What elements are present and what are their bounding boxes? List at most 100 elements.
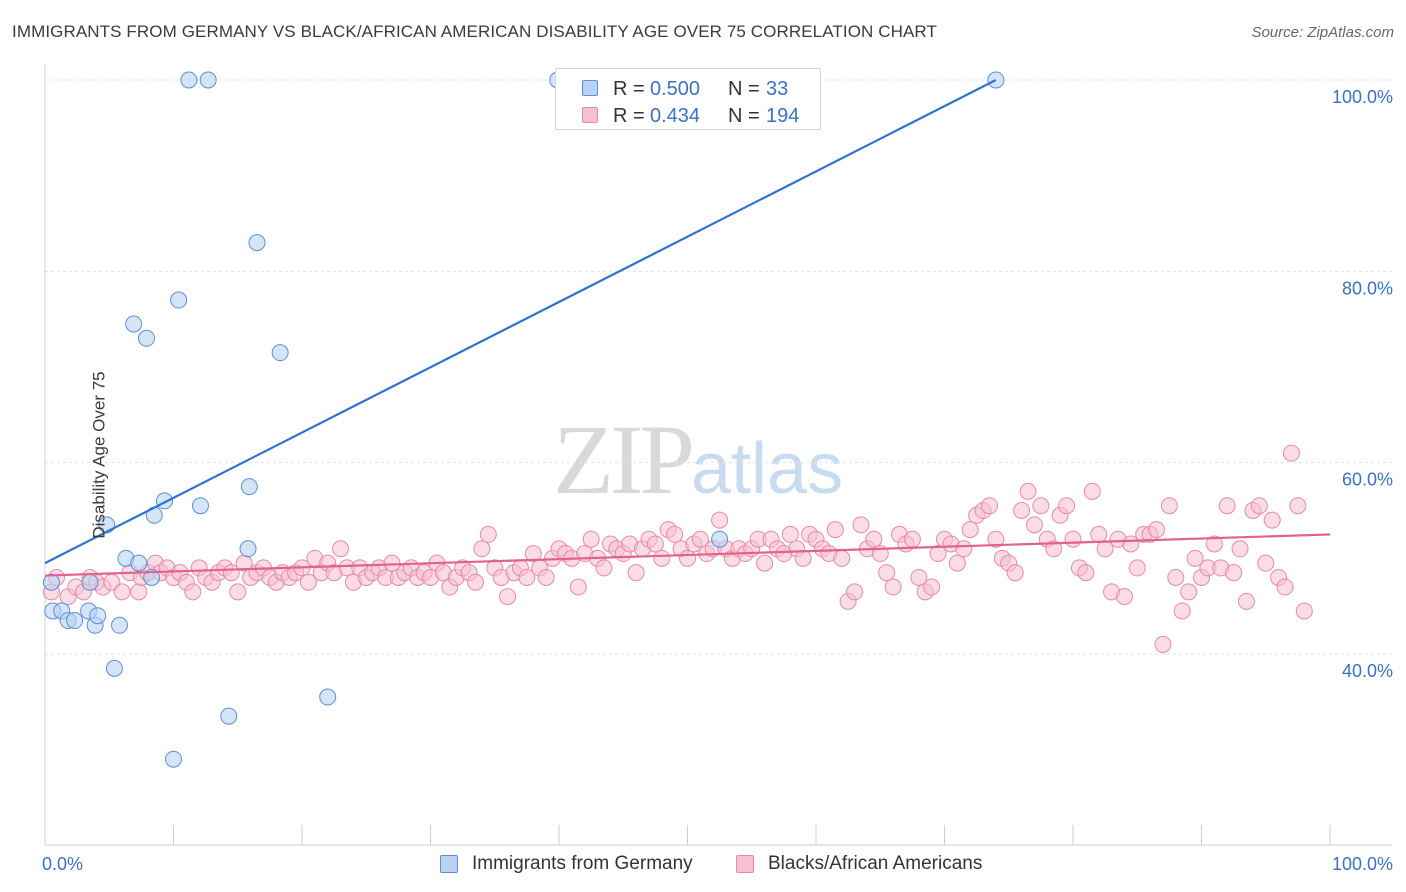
pink-data-point <box>1032 497 1050 515</box>
pink-data-point <box>1257 554 1275 572</box>
legend-n-label: N = <box>728 105 760 127</box>
pink-data-point <box>1231 540 1249 558</box>
pink-data-point <box>1289 497 1307 515</box>
pink-data-point <box>1186 549 1204 567</box>
trend-lines <box>44 79 1331 577</box>
pink-data-point <box>113 583 131 601</box>
watermark-atlas: atlas <box>691 429 844 509</box>
pink-data-point <box>653 549 671 567</box>
pink-data-point <box>781 525 799 543</box>
x-tick-label-min: 0.0% <box>42 854 83 874</box>
legend-r-value-pink: 0.434 <box>650 105 701 127</box>
pink-data-point <box>1282 444 1300 462</box>
pink-data-point <box>1013 502 1031 519</box>
pink-data-point <box>826 521 844 539</box>
watermark: ZIPatlas <box>553 402 843 517</box>
pink-data-point <box>229 583 247 601</box>
pink-data-point <box>595 559 613 577</box>
blue-data-point <box>89 607 107 625</box>
blue-data-point <box>81 573 99 591</box>
chart-title: IMMIGRANTS FROM GERMANY VS BLACK/AFRICAN… <box>12 22 937 41</box>
pink-data-point <box>948 554 966 572</box>
blue-data-point <box>239 540 257 558</box>
blue-data-point <box>240 478 258 496</box>
pink-data-point <box>1180 583 1198 601</box>
bottom-legend-label-pink: Blacks/African Americans <box>768 853 983 874</box>
pink-data-point <box>846 583 864 601</box>
pink-trend-line <box>44 533 1331 577</box>
blue-data-point <box>165 750 182 768</box>
blue-data-point <box>711 530 729 548</box>
axes <box>44 65 1392 846</box>
blue-data-point <box>319 688 337 706</box>
pink-data-point <box>1077 564 1095 582</box>
correlation-legend: R = 0.500 N = 33 R = 0.434 N = 194 <box>555 68 821 130</box>
y-tick-label: 80.0% <box>1342 278 1393 298</box>
legend-r-label: R = <box>613 105 645 127</box>
pink-data-point <box>1025 516 1043 534</box>
pink-data-point <box>903 530 921 548</box>
pink-data-point <box>466 573 484 591</box>
legend-row-blue: R = 0.500 N = 33 <box>556 75 820 103</box>
pink-data-point <box>1064 530 1082 548</box>
pink-data-point <box>852 516 870 534</box>
pink-data-point <box>473 540 491 558</box>
blue-data-point <box>199 71 217 89</box>
blue-data-point <box>248 234 266 252</box>
pink-data-point <box>1173 602 1191 620</box>
pink-data-point <box>961 521 979 539</box>
y-tick-label: 60.0% <box>1342 470 1393 490</box>
pink-series-points <box>42 444 1313 653</box>
pink-data-point <box>711 511 729 529</box>
pink-data-point <box>980 497 998 515</box>
pink-data-point <box>1276 578 1294 596</box>
y-tick-label: 100.0% <box>1332 87 1393 107</box>
pink-data-point <box>184 583 202 601</box>
pink-data-point <box>499 588 517 606</box>
pink-data-point <box>518 568 536 586</box>
pink-data-point <box>1083 482 1101 500</box>
legend-n-value-blue: 33 <box>766 78 789 100</box>
bottom-legend-swatch-pink <box>736 855 754 873</box>
pink-data-point <box>1218 497 1236 515</box>
blue-data-point <box>111 616 129 634</box>
blue-data-point <box>170 291 188 309</box>
pink-data-point <box>1045 540 1063 558</box>
blue-data-point <box>138 329 156 347</box>
blue-data-point <box>130 554 148 572</box>
tick-labels: 40.0% 60.0% 80.0% 100.0% 0.0% 100.0% <box>42 87 1393 874</box>
blue-data-point <box>105 659 123 677</box>
blue-trend-line <box>44 79 997 565</box>
legend-swatch-blue <box>582 80 598 96</box>
legend-n-value-pink: 194 <box>766 105 800 127</box>
pink-data-point <box>332 540 350 558</box>
legend-r-value-blue: 0.500 <box>650 78 701 100</box>
watermark-zip: ZIP <box>553 404 695 515</box>
pink-data-point <box>524 545 542 563</box>
blue-data-point <box>180 71 198 89</box>
pink-data-point <box>569 578 587 596</box>
blue-data-point <box>42 573 60 591</box>
legend-n-label: N = <box>728 78 760 100</box>
pink-data-point <box>756 554 774 572</box>
pink-data-point <box>1250 497 1268 515</box>
pink-data-point <box>1237 592 1255 610</box>
y-axis-label: Disability Age Over 75 <box>89 371 109 539</box>
pink-data-point <box>1225 564 1243 582</box>
bottom-legend-swatch-blue <box>440 855 458 873</box>
legend-swatch-pink <box>582 107 598 123</box>
pink-data-point <box>865 530 883 548</box>
pink-data-point <box>1058 497 1076 515</box>
pink-data-point <box>582 530 600 548</box>
pink-data-point <box>1167 568 1185 586</box>
pink-data-point <box>679 549 696 567</box>
blue-data-point <box>143 568 161 586</box>
pink-data-point <box>878 564 896 582</box>
pink-data-point <box>299 573 317 591</box>
pink-data-point <box>955 540 973 558</box>
x-tick-label-max: 100.0% <box>1332 854 1393 874</box>
source-label: Source: ZipAtlas.com <box>1251 24 1394 41</box>
pink-data-point <box>691 530 709 548</box>
pink-data-point <box>1148 521 1166 539</box>
